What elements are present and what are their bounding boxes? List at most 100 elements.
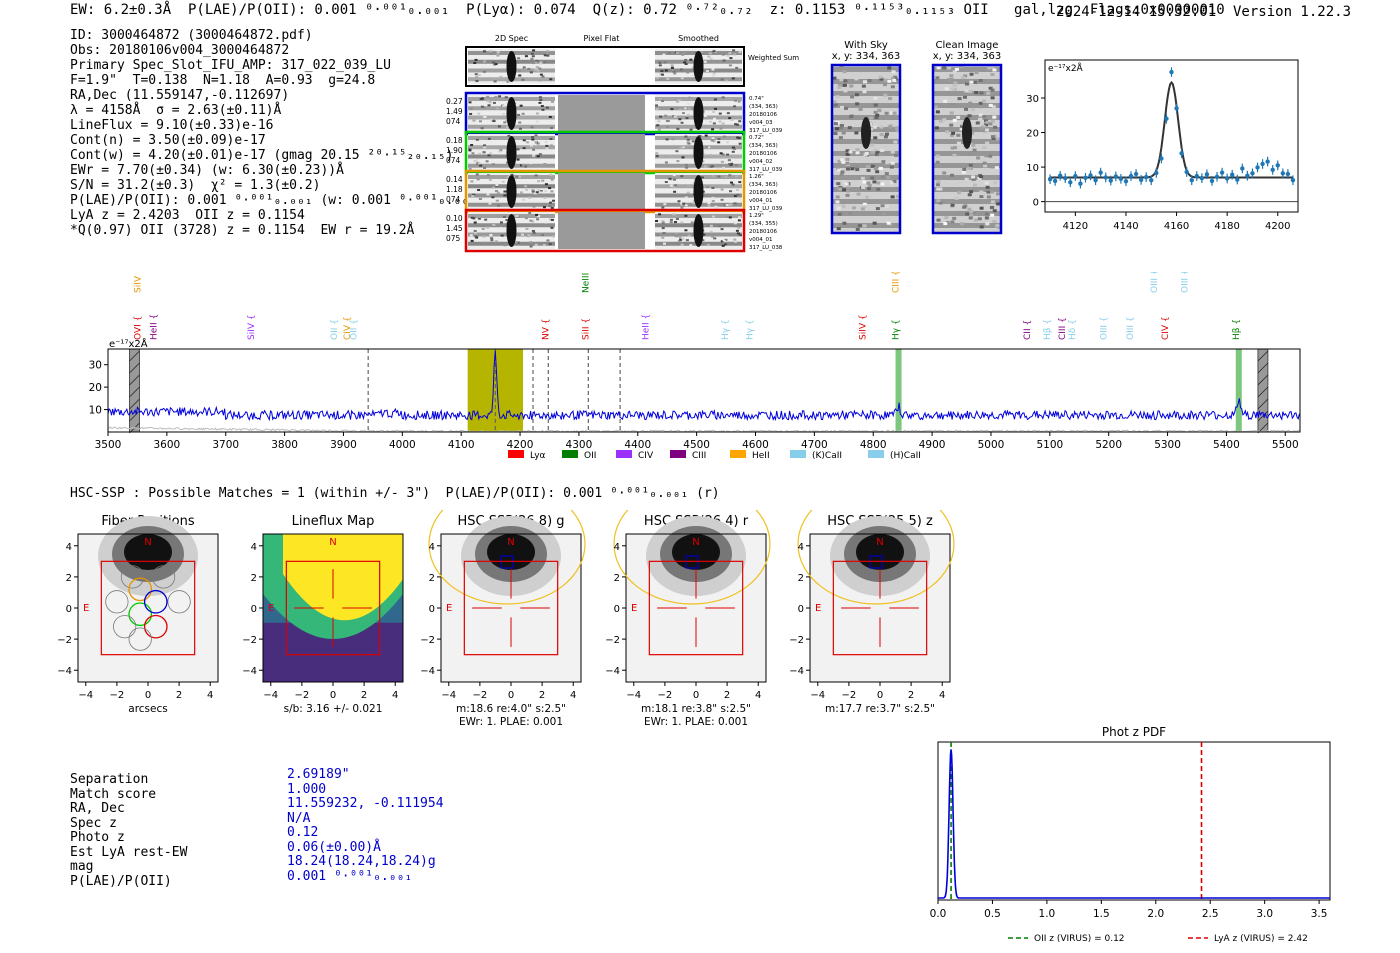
fit-data-point bbox=[1169, 69, 1174, 75]
cutout-row-left-label: 074 bbox=[446, 195, 461, 204]
info-line: *Q(0.97) OII (3728) z = 0.1154 EW r = 19… bbox=[70, 223, 415, 238]
fit-data-point bbox=[1123, 179, 1129, 184]
hsc-xtick-label: −4 bbox=[810, 690, 825, 701]
hsc-source-marker bbox=[869, 555, 883, 569]
spec-hatch-stroke bbox=[129, 374, 140, 386]
spec-line-label: HeII { bbox=[641, 314, 651, 340]
spec-xtick-label: 4000 bbox=[389, 439, 416, 451]
spec-hatch-stroke bbox=[129, 410, 140, 422]
hsc-source-marker bbox=[685, 555, 699, 569]
info-line: ID: 3000464872 (3000464872.pdf) bbox=[70, 28, 313, 43]
spec-xtick-label: 5100 bbox=[1036, 439, 1063, 451]
hsc-fiber-circle bbox=[143, 614, 168, 639]
fit-data-point bbox=[1078, 181, 1083, 186]
spec-xtick-label: 4600 bbox=[742, 439, 769, 451]
cutout-row-right-label: v004_02 bbox=[749, 159, 773, 165]
compass-north-label: N bbox=[507, 537, 514, 548]
spec-green-band bbox=[1235, 349, 1242, 432]
match-table-label: P(LAE)/P(OII) bbox=[70, 873, 172, 889]
fit-data-point bbox=[1149, 178, 1154, 183]
cutout-row-left-label: 0.14 bbox=[446, 175, 463, 184]
hsc-ytick-label: 2 bbox=[66, 573, 72, 584]
noise-panel bbox=[655, 212, 742, 249]
fit-data-point bbox=[1240, 166, 1245, 171]
hsc-ytick-label: 4 bbox=[251, 542, 257, 553]
fit-data-point bbox=[1235, 177, 1240, 182]
hsc-ytick-label: 2 bbox=[251, 573, 257, 584]
spec-xtick-label: 5500 bbox=[1272, 439, 1299, 451]
info-line: Cont(w) = 4.20(±0.01)e-17 (gmag 20.15 ²⁰… bbox=[70, 148, 454, 163]
hsc-xtick-label: 2 bbox=[724, 690, 730, 701]
hsc-ytick-label: 4 bbox=[798, 542, 804, 553]
spec-hatch-stroke bbox=[129, 398, 140, 410]
spec-green-band bbox=[895, 349, 902, 432]
fit-xtick-label: 4160 bbox=[1164, 221, 1189, 232]
spec-line-label: Hδ { bbox=[1068, 319, 1078, 340]
photz-xtick-label: 2.5 bbox=[1202, 908, 1219, 920]
weighted-sum-label: Weighted Sum bbox=[748, 54, 799, 62]
spec-xtick-label: 5000 bbox=[978, 439, 1005, 451]
spec-ytick-label: 20 bbox=[89, 382, 102, 394]
fit-data-point bbox=[1179, 151, 1184, 156]
info-line: Primary Spec_Slot_IFU_AMP: 317_022_039_L… bbox=[70, 58, 391, 73]
hsc-xtick-label: 4 bbox=[207, 690, 213, 701]
spec-hatch-stroke bbox=[1257, 398, 1269, 410]
spec-line-label: SiIV { bbox=[859, 314, 869, 340]
cutout-row-left-label: 074 bbox=[446, 156, 461, 165]
cutout-row-left-label: 0.18 bbox=[446, 136, 463, 145]
match-table-label: Separation bbox=[70, 772, 149, 787]
fit-data-point bbox=[1189, 178, 1194, 183]
noise-panel bbox=[468, 134, 555, 171]
spec-legend-label: (K)CaII bbox=[812, 451, 842, 461]
photz-xtick-label: 0.5 bbox=[984, 908, 1001, 920]
hsc-search-box bbox=[648, 560, 744, 656]
cutout-row-right-label: 1.29" bbox=[749, 213, 764, 219]
hsc-fiber-circle bbox=[151, 565, 176, 589]
spec-hatch-stroke bbox=[1257, 386, 1269, 398]
noise-panel bbox=[468, 212, 555, 249]
fit-axes-frame bbox=[1044, 59, 1299, 213]
fit-data-point bbox=[1088, 173, 1093, 178]
cutout-column-header: Pixel Flat bbox=[584, 34, 620, 43]
hsc-ytick-label: −4 bbox=[789, 666, 804, 677]
fit-data-point bbox=[1275, 163, 1280, 168]
cutout-row-right-label: 20180106 bbox=[749, 229, 777, 235]
info-line: λ = 4158Å σ = 2.63(±0.11)Å bbox=[70, 103, 282, 118]
fit-data-point bbox=[1113, 174, 1119, 179]
hsc-fiber-circle bbox=[120, 565, 145, 589]
hsc-xtick-label: −4 bbox=[441, 690, 456, 701]
hsc-panel-image bbox=[263, 534, 403, 682]
hsc-ytick-label: 0 bbox=[66, 604, 72, 615]
fit-data-point bbox=[1204, 172, 1210, 177]
hsc-ytick-label: 4 bbox=[614, 542, 620, 553]
hsc-search-box bbox=[463, 560, 559, 656]
spec-legend-swatch bbox=[562, 450, 578, 458]
hsc-xtick-label: −4 bbox=[78, 690, 93, 701]
hsc-ytick-label: −4 bbox=[57, 666, 72, 677]
cutout-row-left-label: 0.27 bbox=[446, 97, 463, 106]
hsc-fiber-circle bbox=[143, 589, 168, 614]
fit-data-point bbox=[1224, 176, 1230, 181]
spec-xtick-label: 3900 bbox=[330, 439, 357, 451]
fit-xtick-label: 4180 bbox=[1214, 221, 1239, 232]
hsc-xtick-label: 2 bbox=[361, 690, 367, 701]
weighted-sum-frame bbox=[465, 46, 745, 87]
noise-panel bbox=[655, 173, 742, 210]
cutout-row-right-label: (334, 363) bbox=[749, 104, 778, 110]
fit-data-point bbox=[1260, 161, 1265, 167]
spec-axes-bg bbox=[108, 349, 1300, 432]
fit-data-point bbox=[1230, 172, 1235, 177]
hsc-panel-caption: EWr: 1. PLAE: 0.001 bbox=[644, 716, 748, 725]
hsc-xtick-label: 0 bbox=[330, 690, 336, 701]
match-table-value: 18.24(18.24,18.24)g bbox=[287, 854, 436, 869]
fit-data-point bbox=[1128, 173, 1134, 179]
spec-line-label: SiII { bbox=[581, 318, 591, 340]
hsc-panel-caption: arcsecs bbox=[128, 703, 167, 715]
spec-xtick-label: 5300 bbox=[1154, 439, 1181, 451]
cutout-row-right-label: v004_01 bbox=[749, 198, 773, 204]
hsc-xtick-label: 0 bbox=[693, 690, 699, 701]
cutout-row-right-label: 20180106 bbox=[749, 112, 777, 118]
spec-xtick-label: 4900 bbox=[919, 439, 946, 451]
spec-hatch-stroke bbox=[1257, 410, 1269, 422]
match-table-label: Spec z bbox=[70, 815, 117, 831]
